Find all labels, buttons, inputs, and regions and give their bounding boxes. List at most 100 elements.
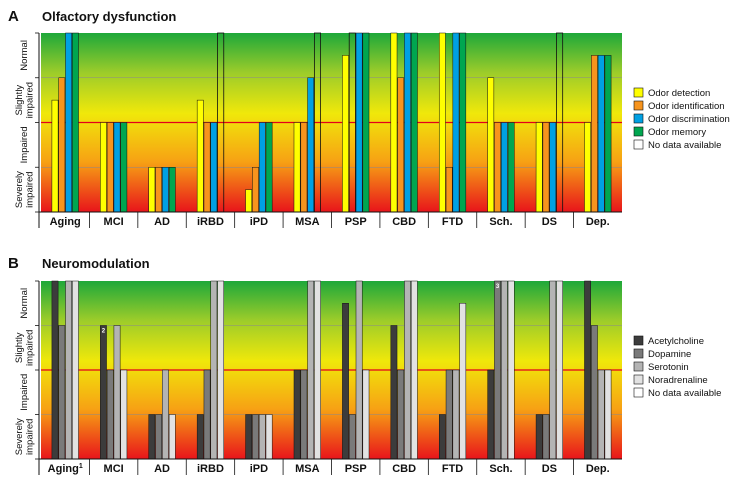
category-label: Sch. <box>489 463 512 475</box>
legend-swatch <box>633 348 644 359</box>
category-label: iRBD <box>197 463 224 475</box>
bar-odor-detection <box>148 167 156 213</box>
level-label: Impaired <box>19 374 30 411</box>
bar-odor-discrimination <box>549 122 557 213</box>
chart-panel-b: B Neuromodulation Severelyimpaired Impaired… <box>8 255 721 475</box>
bar-noradrenaline <box>410 280 418 460</box>
bar-dopamine <box>348 414 356 460</box>
bar-odor-discrimination <box>452 32 460 213</box>
bar-odor-detection <box>245 189 253 213</box>
bar-dopamine <box>203 369 211 460</box>
chart-title: Neuromodulation <box>42 256 150 271</box>
bar-odor-discrimination <box>210 122 218 213</box>
chart-panel-a: A Olfactory dysfunction Severelyimpaired Im… <box>8 8 730 228</box>
bar-noradrenaline <box>120 369 128 460</box>
bar-dopamine <box>445 369 453 460</box>
bar-acetylcholine <box>487 369 495 460</box>
bar-acetylcholine <box>584 280 591 460</box>
bar-odor-discrimination <box>404 32 411 213</box>
bar-dopamine <box>397 369 405 460</box>
category-label: iPD <box>250 463 268 475</box>
bar-annotation: 2 <box>102 329 106 335</box>
bar-noradrenaline <box>265 414 273 460</box>
bar-odor-identification <box>300 122 308 213</box>
bar-acetylcholine <box>342 303 349 460</box>
bar-odor-identification <box>203 122 211 213</box>
bar-odor-detection <box>196 99 204 213</box>
bar-dopamine <box>155 414 162 460</box>
category-label: CBD <box>392 216 416 228</box>
bar-odor-identification <box>252 167 259 213</box>
bar-dopamine <box>542 414 550 460</box>
bar-odor-discrimination <box>355 32 363 213</box>
legend-swatch <box>633 361 644 372</box>
bar-odor-detection <box>51 99 59 213</box>
bar-odor-discrimination <box>162 167 169 213</box>
level-label: Impaired <box>19 126 30 163</box>
bar-odor-memory <box>507 122 515 213</box>
bar-odor-discrimination <box>501 122 508 213</box>
bar-odor-memory <box>168 167 176 213</box>
bar-serotonin <box>404 280 411 460</box>
bar-odor-memory <box>459 32 467 213</box>
level-label: Severelyimpaired <box>14 171 36 208</box>
bar-serotonin <box>162 369 169 460</box>
bar-noradrenaline <box>217 280 225 460</box>
bar-noradrenaline <box>72 280 79 460</box>
bar-odor-identification <box>542 122 550 213</box>
panel-letter: B <box>8 255 19 272</box>
legend-entry: No data available <box>648 140 721 151</box>
bar-dopamine <box>300 369 308 460</box>
level-label: Severelyimpaired <box>14 418 36 455</box>
legend-swatch <box>633 335 644 346</box>
category-label: MSA <box>295 216 320 228</box>
category-label: Sch. <box>489 216 512 228</box>
legend-swatch <box>633 387 644 398</box>
legend-swatch <box>633 139 644 150</box>
bar-serotonin <box>452 369 460 460</box>
bar-odor-identification <box>445 167 453 213</box>
bar-odor-memory <box>72 32 79 213</box>
bar-dopamine <box>252 414 259 460</box>
category-label: PSP <box>345 463 367 475</box>
legend-swatch <box>633 87 644 98</box>
legend-swatch <box>633 126 644 137</box>
level-label: Normal <box>19 288 30 319</box>
legend-entry: Odor memory <box>648 127 706 138</box>
bar-odor-identification <box>58 77 66 213</box>
category-label: FTD <box>442 216 463 228</box>
chart-title: Olfactory dysfunction <box>42 9 176 24</box>
bar-serotonin <box>307 280 315 460</box>
category-label: FTD <box>442 463 463 475</box>
legend-entry: Serotonin <box>648 362 689 373</box>
bar-noradrenaline <box>168 414 176 460</box>
category-label: AD <box>154 463 170 475</box>
bar-acetylcholine <box>51 280 59 460</box>
category-label: Aging <box>50 216 81 228</box>
bar-acetylcholine <box>293 369 301 460</box>
legend-entry: Acetylcholine <box>648 336 704 347</box>
bar-odor-discrimination <box>258 122 266 213</box>
bar-odor-detection <box>584 122 591 213</box>
bar-odor-detection <box>390 32 398 213</box>
bar-acetylcholine <box>390 325 398 460</box>
legend-entry: Noradrenaline <box>648 375 708 386</box>
bar-annotation: 3 <box>496 284 500 290</box>
bar-odor-detection <box>487 77 495 213</box>
bar-acetylcholine <box>245 414 253 460</box>
legend-entry: Odor detection <box>648 88 710 99</box>
legend-entry: No data available <box>648 388 721 399</box>
bar-odor-discrimination <box>113 122 121 213</box>
bar-serotonin <box>210 280 218 460</box>
legend-swatch <box>633 374 644 385</box>
legend: Odor detection Odor identification Odor di… <box>633 87 730 151</box>
bar-odor-discrimination <box>597 55 605 213</box>
bar-dopamine <box>58 325 66 460</box>
bar-noradrenaline <box>507 280 515 460</box>
bar-serotonin <box>65 280 72 460</box>
category-label: MCI <box>104 463 124 475</box>
bar-noradrenaline <box>459 303 467 460</box>
bar-serotonin <box>113 325 121 460</box>
category-label: iRBD <box>197 216 224 228</box>
